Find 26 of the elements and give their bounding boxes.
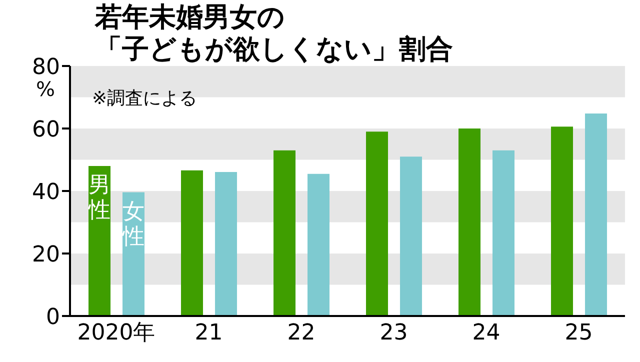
bar (366, 132, 388, 316)
x-tick-label: 25 (564, 320, 593, 346)
x-tick-label: 21 (194, 320, 223, 346)
bar (492, 150, 514, 316)
y-tick-label: 60 (32, 117, 60, 142)
bar (458, 128, 480, 316)
y-axis-title: % (36, 77, 56, 102)
x-tick-label: 23 (380, 320, 408, 346)
chart-title: 若年未婚男女の「子どもが欲しくない」割合 (95, 2, 453, 65)
bar (585, 114, 607, 316)
y-tick-label: 20 (32, 242, 60, 268)
bar (274, 150, 296, 316)
series-label: 女性 (122, 199, 144, 250)
x-tick-label: 22 (287, 320, 316, 346)
bar (551, 126, 573, 316)
annotation: ※調査による (92, 87, 198, 110)
bar (400, 156, 422, 316)
bar (181, 170, 203, 316)
x-tick-label: 24 (472, 320, 500, 346)
bar (215, 172, 237, 316)
series-label: 男性 (88, 173, 110, 223)
bar (308, 174, 330, 316)
x-tick-label: 2020年 (77, 320, 156, 346)
y-tick-label: 40 (32, 180, 60, 205)
y-tick-label: 0 (46, 304, 60, 330)
y-tick-label: 80 (32, 54, 60, 80)
